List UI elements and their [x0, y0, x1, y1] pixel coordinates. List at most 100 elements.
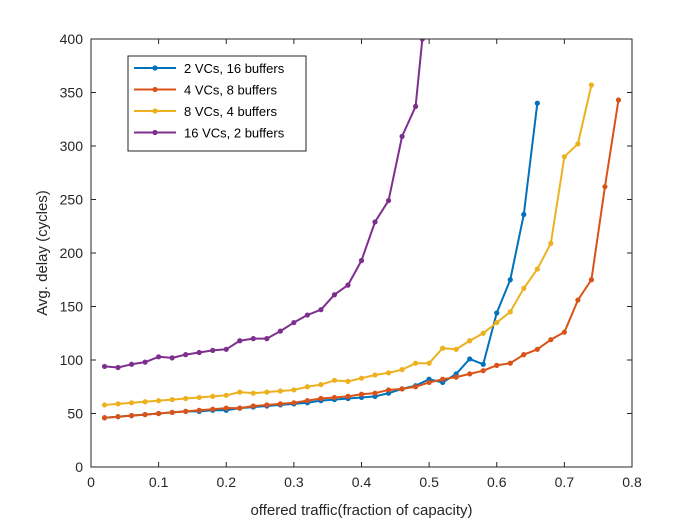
y-tick-label: 100	[60, 352, 84, 368]
y-tick-label: 250	[60, 192, 84, 208]
data-point	[385, 387, 392, 393]
x-tick-label: 0	[87, 474, 95, 490]
data-point	[521, 211, 527, 218]
data-point	[385, 370, 392, 376]
data-point	[588, 82, 595, 88]
data-point	[264, 402, 270, 408]
data-point	[480, 368, 486, 374]
data-point	[358, 257, 365, 264]
data-point	[318, 382, 324, 388]
data-point	[210, 406, 216, 412]
data-point	[237, 405, 243, 411]
data-point	[277, 401, 283, 407]
data-point	[467, 356, 473, 362]
data-point	[128, 400, 135, 406]
data-point	[210, 347, 216, 353]
data-point	[534, 266, 540, 272]
data-point	[372, 372, 378, 378]
data-point	[494, 310, 500, 316]
data-point	[440, 345, 446, 351]
legend-label: 16 VCs, 2 buffers	[184, 126, 285, 141]
data-point	[237, 389, 243, 395]
data-point	[426, 379, 432, 386]
data-point	[413, 103, 419, 110]
data-point	[419, 39, 425, 42]
data-point	[331, 292, 338, 298]
legend-box	[127, 55, 307, 152]
data-point	[183, 352, 189, 358]
data-point	[196, 407, 202, 413]
data-point	[399, 367, 405, 373]
data-point	[142, 399, 148, 405]
data-point	[115, 401, 121, 407]
data-point	[494, 362, 500, 368]
data-point	[453, 374, 459, 380]
data-point	[399, 133, 405, 139]
y-tick-label: 350	[60, 85, 84, 101]
series-3	[101, 82, 595, 408]
data-point	[385, 197, 392, 204]
data-point	[440, 376, 446, 382]
data-point	[480, 330, 486, 336]
x-tick-label: 0.5	[419, 474, 439, 490]
series-4	[101, 39, 425, 371]
data-point	[345, 282, 351, 288]
y-tick-label: 150	[60, 299, 84, 315]
legend: 2 VCs, 16 buffers 4 VCs, 8 buffers 8 VCs, …	[127, 55, 307, 152]
data-point	[237, 338, 243, 344]
legend-label: 4 VCs, 8 buffers	[184, 83, 277, 98]
legend-label: 2 VCs, 16 buffers	[184, 61, 285, 76]
data-point	[101, 415, 108, 421]
data-point	[304, 398, 310, 404]
data-point	[183, 408, 189, 414]
data-point	[142, 359, 148, 365]
x-tick-label: 0.3	[284, 474, 304, 490]
legend-marker	[152, 65, 158, 71]
data-point	[615, 97, 622, 103]
y-tick-label: 0	[75, 459, 83, 475]
data-point	[277, 328, 283, 334]
data-point	[413, 360, 419, 366]
data-point	[345, 378, 351, 384]
data-point	[250, 403, 256, 409]
data-point	[277, 388, 283, 394]
data-point	[413, 384, 419, 390]
data-point	[128, 413, 135, 419]
data-point	[399, 386, 405, 392]
data-point	[196, 349, 202, 356]
data-point	[345, 393, 351, 399]
data-point	[453, 346, 459, 352]
data-point	[291, 319, 297, 326]
legend-marker	[152, 108, 158, 114]
data-point	[210, 393, 216, 399]
data-point	[223, 405, 229, 411]
data-point	[264, 389, 270, 395]
y-tick-label: 300	[60, 138, 84, 154]
data-point	[128, 361, 135, 367]
data-point	[331, 377, 338, 383]
data-point	[358, 375, 365, 381]
x-axis-label: offered traffic(fraction of capacity)	[250, 502, 472, 519]
data-point	[318, 395, 324, 402]
series-2	[101, 97, 622, 421]
data-point	[156, 354, 162, 360]
legend-label: 8 VCs, 4 buffers	[184, 104, 277, 119]
data-point	[561, 329, 567, 335]
data-point	[602, 184, 608, 190]
legend-item: 16 VCs, 2 buffers	[134, 126, 285, 141]
y-tick-label: 400	[60, 31, 84, 47]
data-point	[372, 390, 378, 396]
data-point	[291, 387, 297, 393]
legend-marker	[152, 129, 158, 136]
data-point	[250, 390, 256, 396]
data-point	[196, 394, 202, 401]
series-layer	[101, 39, 622, 421]
y-tick-label: 200	[60, 245, 84, 261]
data-point	[223, 392, 229, 398]
legend-marker	[152, 86, 158, 93]
data-point	[426, 360, 432, 366]
data-point	[534, 100, 540, 106]
data-point	[480, 361, 486, 367]
data-point	[115, 364, 121, 371]
